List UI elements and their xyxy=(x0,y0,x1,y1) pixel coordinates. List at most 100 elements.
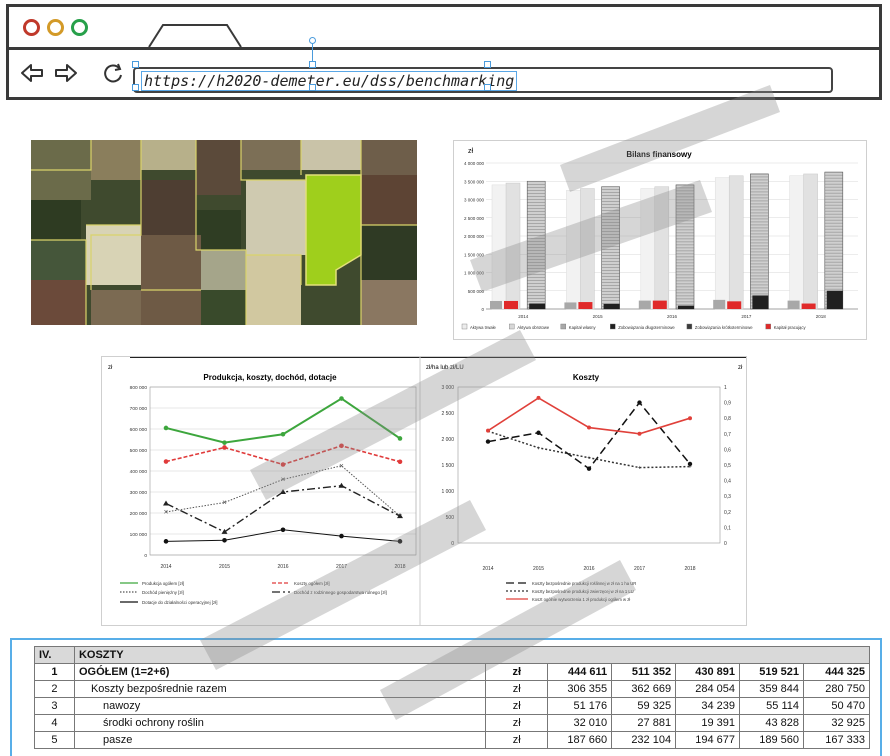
balance-bar-working-capital xyxy=(652,300,667,309)
row-number: 2 xyxy=(34,680,75,698)
costs-chart-title: Koszty xyxy=(573,373,600,382)
balance-chart-title: Bilans finansowy xyxy=(626,150,692,159)
production-data-point xyxy=(397,513,403,519)
balance-legend-label: Zobowiązania krótkoterminowe xyxy=(695,325,753,330)
production-x-tick: 2016 xyxy=(277,564,288,570)
resize-handle-tl[interactable] xyxy=(132,61,139,68)
url-text[interactable]: https://h2020-demeter.eu/dss/benchmarkin… xyxy=(141,71,518,91)
production-data-point: × xyxy=(164,507,169,516)
production-plot-area xyxy=(149,386,417,556)
production-costs-chart: zł Produkcja, koszty, dochód, dotacje zł… xyxy=(108,357,746,625)
row-unit: zł xyxy=(485,731,549,749)
costs-table: IV. KOSZTY 1 OGÓŁEM (1=2+6) zł 444 611 511 3… xyxy=(34,646,871,749)
resize-handle-bc[interactable] xyxy=(309,84,316,91)
costs-y-tick: 0 xyxy=(451,541,454,547)
production-y-tick: 600 000 xyxy=(130,427,148,433)
balance-x-tick: 2015 xyxy=(593,314,604,319)
browser-titlebar xyxy=(9,7,879,50)
balance-legend-swatch xyxy=(765,323,771,330)
balance-bar-equity xyxy=(490,300,502,309)
balance-bar-assets-current xyxy=(505,182,521,310)
back-arrow-icon[interactable] xyxy=(19,62,45,84)
costs-x-tick: 2018 xyxy=(684,566,695,572)
production-series-line xyxy=(165,465,401,517)
production-y-tick: 500 000 xyxy=(130,448,148,454)
balance-x-tick: 2016 xyxy=(667,314,678,319)
address-bar[interactable]: https://h2020-demeter.eu/dss/benchmarkin… xyxy=(133,67,833,93)
production-data-point: × xyxy=(222,498,227,507)
row-label: OGÓŁEM (1=2+6) xyxy=(73,663,487,681)
balance-legend-label: Aktywa obrotowe xyxy=(517,325,550,330)
row-value: 27 881 xyxy=(611,714,677,732)
production-y-tick: 300 000 xyxy=(130,490,148,496)
reload-icon[interactable] xyxy=(101,62,125,84)
browser-navbar: https://h2020-demeter.eu/dss/benchmarkin… xyxy=(9,50,879,96)
balance-legend-swatch xyxy=(609,323,616,330)
balance-bar-equity xyxy=(787,300,800,309)
costs-y-tick: 3 000 xyxy=(441,385,454,391)
balance-y-tick: 3 500 000 xyxy=(464,179,485,184)
table-row: 1 OGÓŁEM (1=2+6) zł 444 611 511 352 430 891 51… xyxy=(34,663,871,681)
resize-handle-br[interactable] xyxy=(484,84,491,91)
row-value: 430 891 xyxy=(675,663,741,681)
close-window-button[interactable] xyxy=(23,19,40,36)
production-legend-label: Koszty ogółem [zł] xyxy=(294,581,330,586)
costs-x-tick: 2017 xyxy=(634,566,645,572)
row-number: 4 xyxy=(34,714,75,732)
costs-series-line xyxy=(487,430,691,469)
row-number: 1 xyxy=(34,663,75,681)
resize-handle-tr[interactable] xyxy=(484,61,491,68)
production-data-point xyxy=(163,425,169,431)
production-y-tick: 100 000 xyxy=(130,532,148,538)
balance-y-tick: 1 000 000 xyxy=(464,271,485,276)
minimize-window-button[interactable] xyxy=(47,19,64,36)
costs-data-point xyxy=(637,431,642,436)
row-value: 511 352 xyxy=(611,663,677,681)
row-value: 519 521 xyxy=(739,663,804,681)
balance-bar-assets-current xyxy=(728,175,744,310)
balance-bar-liabilities-short xyxy=(601,186,620,310)
costs-data-point xyxy=(586,466,592,471)
balance-x-tick: 2017 xyxy=(741,314,752,319)
production-data-point xyxy=(280,462,286,467)
field-map-image xyxy=(31,140,417,325)
section-title: KOSZTY xyxy=(73,646,871,664)
balance-y-tick: 2 000 000 xyxy=(464,234,485,239)
resize-handle-bl[interactable] xyxy=(132,84,139,91)
production-legend-label: Dochód pieniężny [zł] xyxy=(142,590,184,595)
production-y-tick: 800 000 xyxy=(130,385,148,391)
costs-legend-label: Koszty bezpośrednie produkcji roślinnej … xyxy=(532,581,636,586)
balance-x-tick: 2014 xyxy=(518,314,529,319)
satellite-field-map[interactable] xyxy=(31,140,417,325)
costs-plot-area xyxy=(457,386,721,544)
costs-y2-tick: 0,8 xyxy=(724,416,731,422)
production-y-tick: 400 000 xyxy=(130,469,148,475)
costs-y2-tick: 0 xyxy=(724,541,727,547)
resize-handle-tc[interactable] xyxy=(309,61,316,68)
maximize-window-button[interactable] xyxy=(71,19,88,36)
costs-y2-tick: 0,6 xyxy=(724,447,731,453)
production-data-point xyxy=(222,440,227,445)
production-data-point xyxy=(222,445,227,450)
production-x-tick: 2018 xyxy=(394,564,405,570)
balance-bar-assets-current xyxy=(803,173,818,310)
balance-legend-label: Aktywa trwałe xyxy=(470,325,497,330)
balance-bar-working-capital xyxy=(504,300,518,309)
costs-y2-tick: 0,9 xyxy=(724,401,731,407)
costs-y2-tick: 1 xyxy=(724,385,727,391)
row-value: 32 925 xyxy=(802,714,871,732)
rotate-handle[interactable] xyxy=(309,37,316,44)
forward-arrow-icon[interactable] xyxy=(53,62,79,84)
balance-bar-assets-fixed xyxy=(789,175,806,310)
balance-bar-liabilities-long xyxy=(603,303,620,309)
costs-data-point xyxy=(536,430,541,435)
row-value: 232 104 xyxy=(611,731,677,749)
costs-x-tick: 2016 xyxy=(583,566,594,572)
balance-legend-swatch xyxy=(560,323,567,330)
production-legend-label: Produkcja ogółem [zł] xyxy=(142,581,184,586)
balance-legend-label: Kapitał własny xyxy=(569,325,597,330)
production-legend-label: Dotacje do działalności operacyjnej [zł] xyxy=(142,600,217,605)
balance-legend-label: Kapitał pracujący xyxy=(774,325,807,330)
section-number: IV. xyxy=(34,646,75,664)
browser-tab[interactable] xyxy=(147,23,243,47)
